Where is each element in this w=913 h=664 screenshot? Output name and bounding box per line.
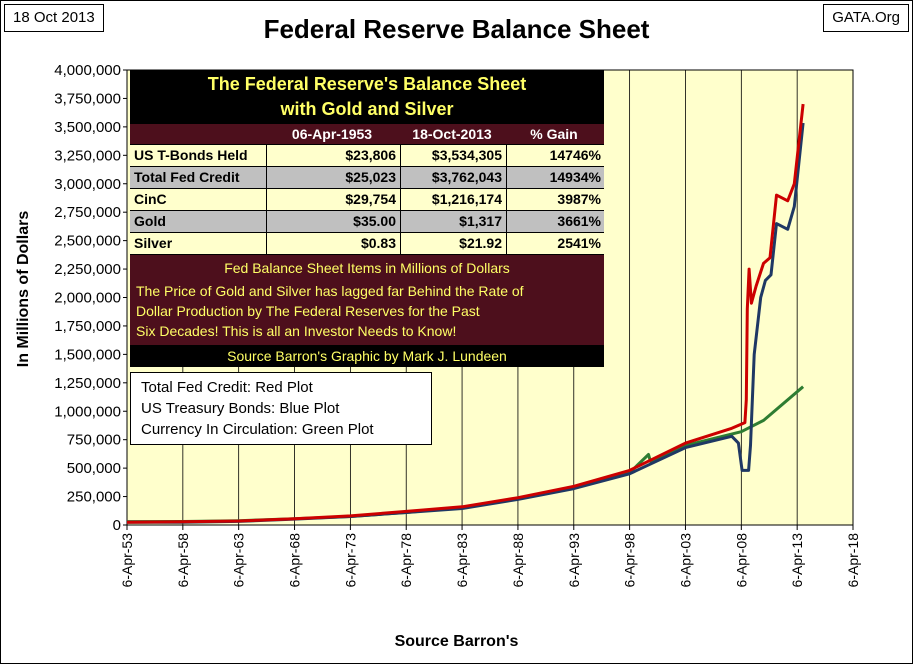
x-axis-label: Source Barron's [394,633,519,650]
value-2013: $21.92 [401,233,507,254]
percent-gain: 2541% [557,235,601,251]
legend-entry-blue: US Treasury Bonds: Blue Plot [141,400,340,417]
y-tick-label: 3,750,000 [54,90,121,107]
value-2013: $1,216,174 [401,189,507,210]
legend-entry-green: Currency In Circulation: Green Plot [141,421,374,438]
value-1953: $23,806 [267,145,401,166]
value-1953: $0.83 [267,233,401,254]
percent-gain: 14746% [549,147,601,163]
x-tick-label: 6-Apr-18 [845,533,861,588]
y-tick-label: 250,000 [67,489,121,506]
note-line: The Price of Gold and Silver has lagged … [136,283,524,299]
y-tick-label: 1,500,000 [54,346,121,363]
x-tick-label: 6-Apr-63 [231,533,247,588]
value-1953: $25,023 [267,167,401,188]
y-axis-ticks: 0 250,000 500,000 750,000 1,000,000 1,250,000… [54,62,127,534]
y-tick-label: 2,750,000 [54,204,121,221]
table-header-cell: 06-Apr-1953 [291,126,373,142]
table-row: CinC $29,754 $1,216,174 3987% [130,188,604,210]
value-1953: $35.00 [267,211,401,232]
x-tick-label: 6-Apr-83 [454,533,470,588]
value-1953: $29,754 [267,189,401,210]
table-row: Total Fed Credit $25,023 $3,762,043 1493… [130,166,604,188]
x-tick-label: 6-Apr-03 [677,533,693,588]
units-note: Fed Balance Sheet Items in Millions of D… [130,254,604,281]
row-label: CinC [130,189,267,210]
y-tick-label: 3,250,000 [54,147,121,164]
y-tick-label: 2,500,000 [54,233,121,250]
note-line: Dollar Production by The Federal Reserve… [136,303,480,319]
series-line-total-fed-credit [126,103,805,524]
balance-sheet-table: The Federal Reserve's Balance Sheet with… [130,70,604,367]
x-tick-label: 6-Apr-13 [789,533,805,588]
x-tick-label: 6-Apr-53 [119,533,135,588]
x-tick-label: 6-Apr-58 [175,533,191,588]
y-axis-label: In Millions of Dollars [15,210,32,368]
commentary-note: The Price of Gold and Silver has lagged … [130,281,604,345]
note-line: Six Decades! This is all an Investor Nee… [136,323,457,339]
y-tick-label: 2,250,000 [54,261,121,278]
table-header-cell: % Gain [530,126,578,142]
source-credit: Source Barron's Graphic by Mark J. Lunde… [130,345,604,367]
y-tick-label: 0 [113,517,121,534]
table-title-line-2: with Gold and Silver [280,99,454,119]
table-header-cell: 18-Oct-2013 [412,126,492,142]
row-label: Total Fed Credit [130,167,267,188]
x-tick-label: 6-Apr-98 [622,533,638,588]
y-tick-label: 2,000,000 [54,290,121,307]
table-row: Gold $35.00 $1,317 3661% [130,210,604,232]
value-2013: $3,534,305 [401,145,507,166]
y-tick-label: 4,000,000 [54,62,121,79]
x-tick-label: 6-Apr-73 [342,533,358,588]
y-tick-label: 750,000 [67,432,121,449]
series-lines [126,103,805,524]
table-title-line-1: The Federal Reserve's Balance Sheet [207,74,527,94]
x-tick-label: 6-Apr-08 [733,533,749,588]
x-tick-label: 6-Apr-78 [398,533,414,588]
value-2013: $1,317 [401,211,507,232]
legend-box: Total Fed Credit: Red Plot US Treasury B… [130,372,432,445]
source-tag: GATA.Org [823,4,909,32]
date-stamp: 18 Oct 2013 [4,4,104,32]
y-tick-label: 1,750,000 [54,318,121,335]
y-tick-label: 500,000 [67,460,121,477]
y-tick-label: 3,000,000 [54,176,121,193]
y-tick-label: 1,250,000 [54,375,121,392]
y-tick-label: 1,000,000 [54,403,121,420]
x-tick-label: 6-Apr-68 [287,533,303,588]
row-label: US T-Bonds Held [130,145,267,166]
percent-gain: 3661% [557,213,601,229]
y-tick-label: 3,500,000 [54,119,121,136]
table-header-row: 06-Apr-1953 18-Oct-2013 % Gain [130,124,604,144]
x-tick-label: 6-Apr-88 [510,533,526,588]
chart-title: Federal Reserve Balance Sheet [263,14,650,44]
percent-gain: 14934% [549,169,601,185]
table-title: The Federal Reserve's Balance Sheet with… [130,70,604,124]
x-tick-label: 6-Apr-93 [566,533,582,588]
x-axis-ticks: 6-Apr-53 6-Apr-58 6-Apr-63 6-Apr-68 6-Apr-73… [119,525,861,587]
table-row: US T-Bonds Held $23,806 $3,534,305 14746… [130,144,604,166]
table-row: Silver $0.83 $21.92 2541% [130,232,604,254]
value-2013: $3,762,043 [401,167,507,188]
table-header-cell [130,124,267,144]
row-label: Silver [130,233,267,254]
legend-entry-red: Total Fed Credit: Red Plot [141,379,313,396]
percent-gain: 3987% [557,191,601,207]
row-label: Gold [130,211,267,232]
